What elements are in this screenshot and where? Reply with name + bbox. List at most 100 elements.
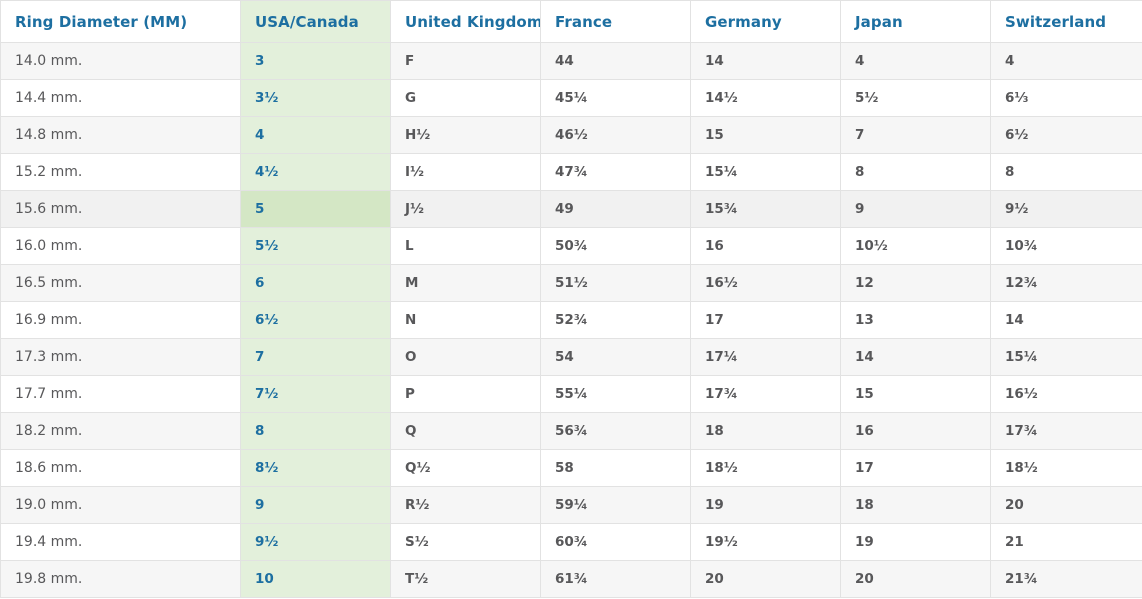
cell-uk: J½ bbox=[390, 190, 541, 228]
cell-uk: N bbox=[390, 301, 541, 339]
cell-switzerland: 21¾ bbox=[990, 560, 1142, 598]
cell-usa: 3 bbox=[240, 42, 391, 80]
cell-germany: 20 bbox=[690, 560, 841, 598]
cell-diameter: 14.4 mm. bbox=[0, 79, 241, 117]
cell-germany: 17¾ bbox=[690, 375, 841, 413]
cell-france: 59¼ bbox=[540, 486, 691, 524]
cell-usa: 5 bbox=[240, 190, 391, 228]
cell-diameter: 16.5 mm. bbox=[0, 264, 241, 302]
cell-germany: 14 bbox=[690, 42, 841, 80]
column-header-france: France bbox=[540, 0, 691, 43]
cell-germany: 17 bbox=[690, 301, 841, 339]
cell-usa: 6 bbox=[240, 264, 391, 302]
cell-uk: Q bbox=[390, 412, 541, 450]
cell-germany: 14½ bbox=[690, 79, 841, 117]
column-header-switzerland: Switzerland bbox=[990, 0, 1142, 43]
cell-japan: 19 bbox=[840, 523, 991, 561]
cell-france: 52¾ bbox=[540, 301, 691, 339]
cell-diameter: 18.2 mm. bbox=[0, 412, 241, 450]
cell-usa: 10 bbox=[240, 560, 391, 598]
cell-uk: Q½ bbox=[390, 449, 541, 487]
cell-france: 58 bbox=[540, 449, 691, 487]
table-row: 15.6 mm. 5 J½ 49 15¾ 9 9½ bbox=[0, 190, 1142, 228]
cell-usa: 9½ bbox=[240, 523, 391, 561]
table-row: 18.6 mm. 8½ Q½ 58 18½ 17 18½ bbox=[0, 449, 1142, 487]
cell-switzerland: 4 bbox=[990, 42, 1142, 80]
cell-diameter: 16.0 mm. bbox=[0, 227, 241, 265]
cell-uk: H½ bbox=[390, 116, 541, 154]
table-row: 17.7 mm. 7½ P 55¼ 17¾ 15 16½ bbox=[0, 375, 1142, 413]
cell-diameter: 14.0 mm. bbox=[0, 42, 241, 80]
cell-france: 50¾ bbox=[540, 227, 691, 265]
cell-france: 56¾ bbox=[540, 412, 691, 450]
table-row: 17.3 mm. 7 O 54 17¼ 14 15¼ bbox=[0, 338, 1142, 376]
cell-uk: G bbox=[390, 79, 541, 117]
cell-usa: 9 bbox=[240, 486, 391, 524]
cell-japan: 18 bbox=[840, 486, 991, 524]
table-row: 19.4 mm. 9½ S½ 60¾ 19½ 19 21 bbox=[0, 523, 1142, 561]
cell-japan: 13 bbox=[840, 301, 991, 339]
cell-japan: 16 bbox=[840, 412, 991, 450]
cell-japan: 17 bbox=[840, 449, 991, 487]
cell-japan: 9 bbox=[840, 190, 991, 228]
column-header-japan: Japan bbox=[840, 0, 991, 43]
header-row: Ring Diameter (MM) USA/Canada United Kingd… bbox=[0, 0, 1142, 43]
cell-usa: 4 bbox=[240, 116, 391, 154]
table-body: 14.0 mm. 3 F 44 14 4 4 14.4 mm. 3½ G 45¼ 14½ 5½ 6⅓ 14.… bbox=[0, 42, 1142, 598]
cell-germany: 15 bbox=[690, 116, 841, 154]
cell-france: 49 bbox=[540, 190, 691, 228]
table-row: 19.8 mm. 10 T½ 61¾ 20 20 21¾ bbox=[0, 560, 1142, 598]
cell-germany: 16½ bbox=[690, 264, 841, 302]
cell-japan: 4 bbox=[840, 42, 991, 80]
table-row: 14.4 mm. 3½ G 45¼ 14½ 5½ 6⅓ bbox=[0, 79, 1142, 117]
cell-japan: 20 bbox=[840, 560, 991, 598]
cell-germany: 19½ bbox=[690, 523, 841, 561]
cell-france: 47¾ bbox=[540, 153, 691, 191]
cell-switzerland: 18½ bbox=[990, 449, 1142, 487]
cell-uk: O bbox=[390, 338, 541, 376]
cell-japan: 5½ bbox=[840, 79, 991, 117]
cell-france: 44 bbox=[540, 42, 691, 80]
cell-germany: 16 bbox=[690, 227, 841, 265]
cell-switzerland: 10¾ bbox=[990, 227, 1142, 265]
cell-france: 54 bbox=[540, 338, 691, 376]
table-row: 14.0 mm. 3 F 44 14 4 4 bbox=[0, 42, 1142, 80]
cell-usa: 5½ bbox=[240, 227, 391, 265]
cell-uk: L bbox=[390, 227, 541, 265]
cell-japan: 12 bbox=[840, 264, 991, 302]
cell-diameter: 19.8 mm. bbox=[0, 560, 241, 598]
cell-diameter: 15.2 mm. bbox=[0, 153, 241, 191]
cell-uk: F bbox=[390, 42, 541, 80]
cell-diameter: 15.6 mm. bbox=[0, 190, 241, 228]
cell-uk: T½ bbox=[390, 560, 541, 598]
cell-diameter: 14.8 mm. bbox=[0, 116, 241, 154]
table-row: 16.0 mm. 5½ L 50¾ 16 10½ 10¾ bbox=[0, 227, 1142, 265]
cell-germany: 19 bbox=[690, 486, 841, 524]
cell-diameter: 19.4 mm. bbox=[0, 523, 241, 561]
cell-usa: 7 bbox=[240, 338, 391, 376]
cell-france: 60¾ bbox=[540, 523, 691, 561]
cell-switzerland: 9½ bbox=[990, 190, 1142, 228]
cell-usa: 8 bbox=[240, 412, 391, 450]
cell-uk: P bbox=[390, 375, 541, 413]
cell-uk: S½ bbox=[390, 523, 541, 561]
cell-germany: 18 bbox=[690, 412, 841, 450]
cell-switzerland: 16½ bbox=[990, 375, 1142, 413]
cell-diameter: 17.7 mm. bbox=[0, 375, 241, 413]
column-header-uk: United Kingdom bbox=[390, 0, 541, 43]
cell-france: 46½ bbox=[540, 116, 691, 154]
cell-switzerland: 6½ bbox=[990, 116, 1142, 154]
table-row: 18.2 mm. 8 Q 56¾ 18 16 17¾ bbox=[0, 412, 1142, 450]
cell-japan: 10½ bbox=[840, 227, 991, 265]
cell-japan: 8 bbox=[840, 153, 991, 191]
cell-switzerland: 8 bbox=[990, 153, 1142, 191]
cell-usa: 3½ bbox=[240, 79, 391, 117]
column-header-diameter: Ring Diameter (MM) bbox=[0, 0, 241, 43]
table-row: 16.5 mm. 6 M 51½ 16½ 12 12¾ bbox=[0, 264, 1142, 302]
cell-usa: 8½ bbox=[240, 449, 391, 487]
cell-france: 51½ bbox=[540, 264, 691, 302]
cell-diameter: 17.3 mm. bbox=[0, 338, 241, 376]
cell-japan: 15 bbox=[840, 375, 991, 413]
